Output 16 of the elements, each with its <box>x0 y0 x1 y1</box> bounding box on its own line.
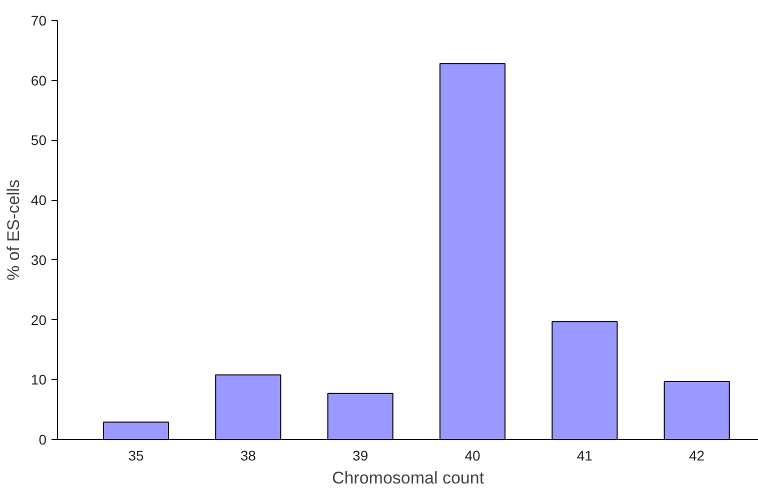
x-tick-label: 38 <box>240 448 256 464</box>
y-tick-label: 30 <box>30 252 47 268</box>
y-tick-label: 70 <box>30 12 47 28</box>
x-tick-label: 40 <box>464 448 480 464</box>
y-tick-label: 60 <box>30 72 47 88</box>
y-tick-label: 50 <box>30 132 47 148</box>
y-tick-label: 10 <box>30 372 47 388</box>
y-tick-label: 0 <box>38 432 47 448</box>
y-tick-label: 40 <box>30 192 47 208</box>
x-tick-label: 42 <box>689 448 705 464</box>
x-tick-label: 41 <box>576 448 593 464</box>
x-axis-title: Chromosomal count <box>332 468 484 488</box>
x-tick-label: 35 <box>128 448 144 464</box>
y-tick-label: 20 <box>30 312 47 328</box>
x-tick-label: 39 <box>352 448 368 464</box>
y-axis-title: % of ES-cells <box>4 179 23 281</box>
